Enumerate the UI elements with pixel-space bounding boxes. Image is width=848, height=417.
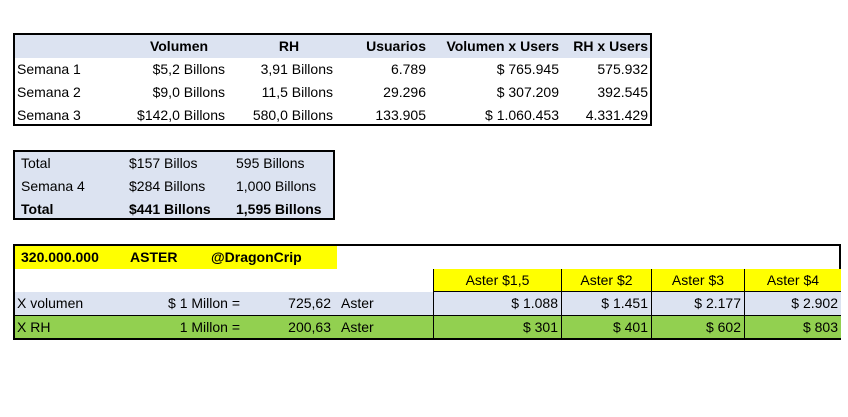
cell-usuarios[interactable]: 6.789 <box>390 61 426 77</box>
cell-volumen-price-3[interactable]: $ 2.177 <box>694 295 741 311</box>
price-header-3[interactable]: Aster $3 <box>671 272 725 288</box>
aster-amount[interactable]: 320.000.000 <box>21 249 99 265</box>
cell-total-volumen[interactable]: $157 Billos <box>129 155 198 171</box>
cell-volumen-tokens[interactable]: 725,62 <box>288 295 331 311</box>
col-divider <box>433 269 434 338</box>
cell-rh-price-1-5[interactable]: $ 301 <box>522 319 558 335</box>
row-label-total[interactable]: Total <box>21 155 51 171</box>
cell-volumen-price-2[interactable]: $ 1.451 <box>601 295 648 311</box>
cell-rh-x-users[interactable]: 4.331.429 <box>585 107 648 123</box>
cell-volumen-price-1-5[interactable]: $ 1.088 <box>511 295 558 311</box>
row-x-rh-bg <box>15 316 841 338</box>
table-header-row <box>15 35 650 58</box>
row-label-x-rh[interactable]: X RH <box>17 319 51 335</box>
aster-info-band <box>15 246 337 269</box>
col-divider <box>651 269 652 338</box>
price-header-4[interactable]: Aster $4 <box>766 272 820 288</box>
cell-rh-x-users[interactable]: 575.932 <box>597 61 648 77</box>
row-label-x-volumen[interactable]: X volumen <box>17 295 84 311</box>
cell-rh-price-2[interactable]: $ 401 <box>612 319 648 335</box>
cell-volumen-unit[interactable]: Aster <box>341 295 374 311</box>
row-label-semana-1[interactable]: Semana 1 <box>17 61 81 77</box>
row-x-volumen-bg <box>15 292 841 315</box>
col-divider <box>561 269 562 338</box>
row-label-grand-total[interactable]: Total <box>21 201 54 217</box>
cell-rh-x-users[interactable]: 392.545 <box>597 84 648 100</box>
totals-table: Total $157 Billos 595 Billons Semana 4 $… <box>13 150 335 220</box>
cell-grand-total-rh[interactable]: 1,595 Billons <box>236 201 322 217</box>
cell-usuarios[interactable]: 29.296 <box>383 84 426 100</box>
cell-volumen-price-4[interactable]: $ 2.902 <box>791 295 838 311</box>
cell-grand-total-volumen[interactable]: $441 Billons <box>129 201 211 217</box>
cell-volumen[interactable]: $5,2 Billons <box>152 61 225 77</box>
col-header-rh-x-users[interactable]: RH x Users <box>573 38 648 54</box>
cell-usuarios[interactable]: 133.905 <box>375 107 426 123</box>
cell-volumen-x-users[interactable]: $ 307.209 <box>496 84 559 100</box>
col-header-volumen-x-users[interactable]: Volumen x Users <box>446 38 559 54</box>
cell-rh[interactable]: 580,0 Billons <box>252 107 333 123</box>
cell-volumen-base[interactable]: $ 1 Millon = <box>168 295 240 311</box>
weekly-volume-table: Volumen RH Usuarios Volumen x Users RH x… <box>13 33 652 126</box>
cell-semana4-volumen[interactable]: $284 Billons <box>129 178 206 194</box>
col-header-usuarios[interactable]: Usuarios <box>366 38 426 54</box>
col-header-volumen[interactable]: Volumen <box>149 38 209 54</box>
cell-volumen-x-users[interactable]: $ 765.945 <box>496 61 559 77</box>
cell-rh-price-3[interactable]: $ 602 <box>705 319 741 335</box>
price-header-band <box>434 269 841 292</box>
handle-label[interactable]: @DragonCrip <box>211 249 302 265</box>
row-label-semana-3[interactable]: Semana 3 <box>17 107 81 123</box>
col-divider <box>744 269 745 338</box>
cell-rh[interactable]: 11,5 Billons <box>261 84 333 100</box>
cell-volumen[interactable]: $142,0 Billons <box>137 107 225 123</box>
col-header-rh[interactable]: RH <box>278 38 300 54</box>
cell-rh-price-4[interactable]: $ 803 <box>802 319 838 335</box>
row-divider <box>434 291 841 292</box>
cell-volumen[interactable]: $9,0 Billons <box>152 84 225 100</box>
cell-rh-tokens[interactable]: 200,63 <box>288 319 331 335</box>
row-label-semana-4[interactable]: Semana 4 <box>21 178 85 194</box>
aster-token-label[interactable]: ASTER <box>130 249 178 265</box>
price-header-2[interactable]: Aster $2 <box>580 272 633 288</box>
cell-rh-base[interactable]: 1 Millon = <box>179 319 240 335</box>
price-header-1-5[interactable]: Aster $1,5 <box>465 272 530 288</box>
cell-total-rh[interactable]: 595 Billons <box>236 155 305 171</box>
cell-rh[interactable]: 3,91 Billons <box>260 61 333 77</box>
row-divider <box>15 315 841 316</box>
row-label-semana-2[interactable]: Semana 2 <box>17 84 81 100</box>
aster-price-table: 320.000.000 ASTER @DragonCrip Aster $1,5… <box>13 244 841 340</box>
cell-semana4-rh[interactable]: 1,000 Billons <box>236 178 317 194</box>
cell-rh-unit[interactable]: Aster <box>341 319 374 335</box>
cell-volumen-x-users[interactable]: $ 1.060.453 <box>485 107 559 123</box>
